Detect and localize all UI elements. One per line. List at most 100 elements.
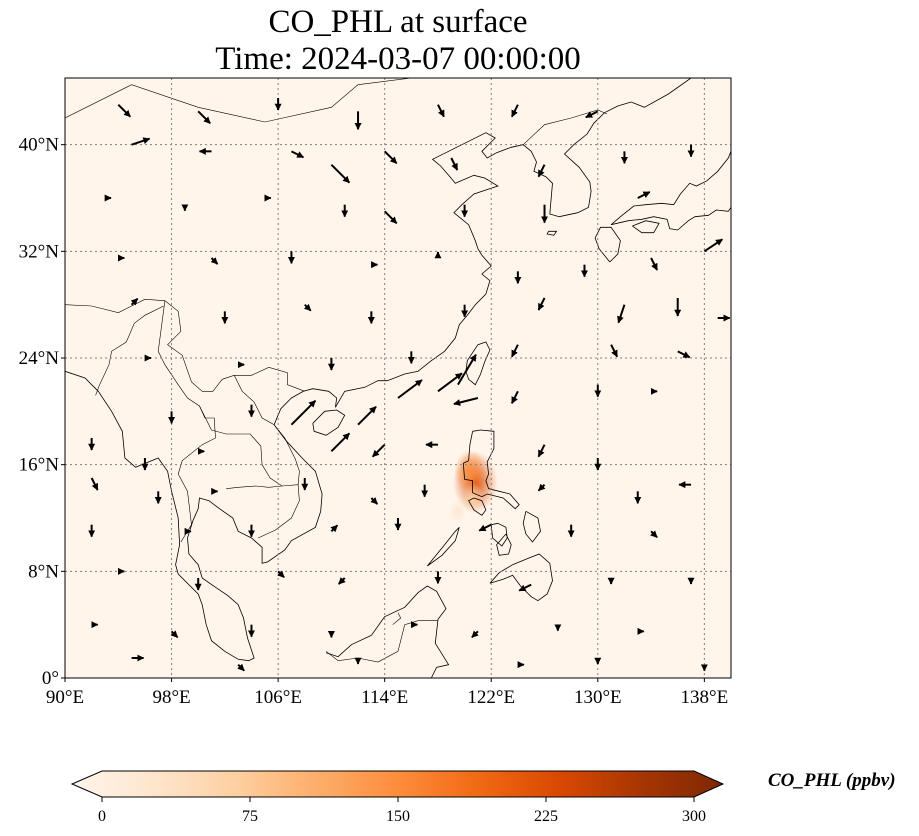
wind-arrow: [330, 524, 339, 533]
coastline: [632, 220, 660, 234]
wind-arrow: [610, 344, 619, 358]
wind-arrow: [131, 137, 151, 146]
coastline: [312, 409, 346, 436]
wind-arrow: [338, 577, 346, 585]
wind-arrow: [330, 163, 351, 184]
wind-arrow: [617, 304, 626, 324]
wind-arrow: [537, 297, 546, 311]
lat-tick-label: 16°N: [19, 455, 60, 476]
lon-tick-label: 130°E: [574, 687, 622, 708]
coastline: [546, 230, 558, 236]
colorbar-ticks: 0 75 150 225 300: [98, 797, 706, 825]
wind-arrow: [290, 399, 317, 426]
country-border: [95, 305, 164, 396]
wind-arrow: [277, 570, 285, 579]
wind-arrow: [518, 583, 532, 592]
wind-arrow: [383, 150, 398, 165]
wind-arrow: [210, 257, 219, 265]
wind-arrow: [457, 354, 477, 386]
country-border: [233, 375, 300, 485]
wind-vectors: [88, 98, 731, 672]
concentration-hotspot: [454, 449, 486, 493]
wind-arrow: [437, 104, 445, 118]
wind-arrow: [650, 530, 658, 539]
wind-arrow: [537, 483, 546, 492]
concentration-field: [449, 449, 498, 524]
coastline: [462, 429, 520, 510]
wind-arrow: [510, 344, 519, 358]
coastline: [522, 510, 541, 543]
wind-arrow: [303, 303, 312, 312]
country-border: [199, 405, 300, 539]
wind-arrow: [130, 297, 139, 306]
lon-tick-label: 90°E: [46, 687, 84, 708]
country-borders: [65, 78, 608, 663]
country-border: [65, 78, 412, 123]
lon-tick-label: 114°E: [361, 687, 408, 708]
lat-tick-label: 24°N: [19, 348, 60, 369]
country-border: [226, 485, 283, 489]
colorbar-bar: [70, 770, 725, 798]
wind-arrow: [537, 164, 546, 178]
map-background: [65, 78, 731, 678]
wind-arrow: [371, 443, 386, 458]
wind-arrow: [237, 663, 245, 672]
wind-arrow: [677, 350, 691, 359]
colorbar-tick-label: 225: [534, 808, 558, 825]
coastline: [594, 226, 621, 263]
gridlines: [65, 78, 731, 678]
axis-ticks: 90°E 98°E 106°E 114°E 122°E 130°E 138°E 0° 8°N 16…: [19, 135, 729, 708]
lat-tick-label: 8°N: [28, 561, 59, 582]
coastline: [468, 497, 487, 516]
wind-arrow: [370, 497, 379, 505]
wind-arrow: [478, 523, 492, 532]
country-border: [392, 612, 402, 625]
coastline: [325, 585, 450, 678]
lon-tick-label: 138°E: [681, 687, 729, 708]
coastline: [465, 341, 491, 386]
colorbar-tick-label: 300: [682, 808, 706, 825]
wind-arrow: [170, 630, 179, 639]
wind-arrow: [537, 444, 546, 458]
concentration-hotspot: [461, 482, 484, 514]
coastline: [496, 533, 512, 556]
colorbar-tick-label: 150: [386, 808, 410, 825]
coastline: [611, 207, 731, 231]
wind-arrow: [585, 110, 599, 119]
wind-arrow: [510, 104, 519, 118]
wind-arrow: [330, 432, 351, 453]
lat-tick-label: 0°: [42, 668, 59, 689]
wind-arrow: [437, 372, 463, 393]
lon-tick-label: 98°E: [152, 687, 190, 708]
wind-arrow: [117, 103, 131, 118]
coastlines: [65, 78, 731, 678]
wind-arrow: [650, 257, 658, 271]
colorbar: 0 75 150 225 300: [70, 770, 725, 825]
wind-arrow: [471, 630, 479, 639]
wind-arrow: [383, 210, 398, 225]
wind-arrow: [90, 477, 99, 491]
map-title: CO_PHL at surface: [268, 4, 528, 40]
lat-tick-label: 40°N: [19, 135, 60, 156]
coastline: [610, 151, 731, 226]
wind-arrow: [703, 238, 723, 253]
wind-arrow: [290, 150, 305, 159]
wind-arrow: [397, 379, 423, 399]
country-border: [157, 300, 216, 543]
colorbar-tick-label: 75: [242, 808, 258, 825]
coastline: [65, 78, 692, 662]
country-border: [65, 298, 305, 392]
lat-tick-label: 32°N: [19, 241, 60, 262]
coastline: [426, 527, 460, 567]
lon-tick-label: 106°E: [254, 687, 302, 708]
concentration-hotspot: [449, 499, 467, 524]
coastline: [489, 553, 553, 602]
lon-tick-label: 122°E: [467, 687, 515, 708]
colorbar-label: CO_PHL (ppbv): [768, 770, 896, 791]
wind-arrow: [510, 390, 519, 404]
wind-arrow: [197, 110, 211, 125]
wind-arrow: [357, 405, 377, 426]
wind-arrow: [637, 191, 651, 199]
map-time-subtitle: Time: 2024-03-07 00:00:00: [215, 41, 581, 77]
